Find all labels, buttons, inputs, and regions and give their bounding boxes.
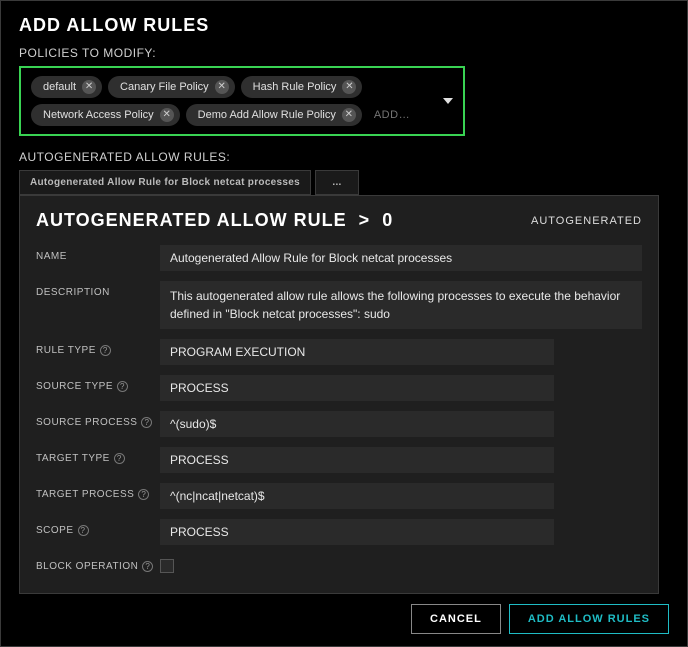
field-source-process: SOURCE PROCESS ? ^(sudo)$ bbox=[36, 411, 642, 437]
policy-chip[interactable]: Canary File Policy ✕ bbox=[108, 76, 235, 98]
field-label: RULE TYPE ? bbox=[36, 339, 160, 356]
dialog-title: ADD ALLOW RULES bbox=[19, 15, 669, 36]
help-icon[interactable]: ? bbox=[142, 561, 153, 572]
field-description: DESCRIPTION This autogenerated allow rul… bbox=[36, 281, 642, 329]
remove-chip-icon[interactable]: ✕ bbox=[342, 108, 356, 122]
policy-chip[interactable]: Network Access Policy ✕ bbox=[31, 104, 180, 126]
field-block-operation: BLOCK OPERATION ? bbox=[36, 555, 642, 573]
field-label: NAME bbox=[36, 245, 160, 262]
rule-title-separator: > bbox=[359, 210, 371, 230]
field-source-type: SOURCE TYPE ? PROCESS bbox=[36, 375, 642, 401]
field-value-target-type[interactable]: PROCESS bbox=[160, 447, 554, 473]
rule-title-index: 0 bbox=[382, 210, 393, 230]
policy-chip-label: Demo Add Allow Rule Policy bbox=[198, 109, 336, 121]
policy-chip[interactable]: Demo Add Allow Rule Policy ✕ bbox=[186, 104, 362, 126]
policy-chip[interactable]: Hash Rule Policy ✕ bbox=[241, 76, 363, 98]
rule-title: AUTOGENERATED ALLOW RULE > 0 bbox=[36, 210, 393, 231]
block-operation-checkbox[interactable] bbox=[160, 559, 174, 573]
help-icon[interactable]: ? bbox=[78, 525, 89, 536]
field-target-type: TARGET TYPE ? PROCESS bbox=[36, 447, 642, 473]
field-target-process: TARGET PROCESS ? ^(nc|ncat|netcat)$ bbox=[36, 483, 642, 509]
help-icon[interactable]: ? bbox=[114, 453, 125, 464]
field-value-source-type[interactable]: PROCESS bbox=[160, 375, 554, 401]
field-value-name[interactable]: Autogenerated Allow Rule for Block netca… bbox=[160, 245, 642, 271]
policy-chip-label: Hash Rule Policy bbox=[253, 81, 337, 93]
field-value-source-process[interactable]: ^(sudo)$ bbox=[160, 411, 554, 437]
policy-chip-label: default bbox=[43, 81, 76, 93]
remove-chip-icon[interactable]: ✕ bbox=[215, 80, 229, 94]
policies-multiselect[interactable]: default ✕ Canary File Policy ✕ Hash Rule… bbox=[19, 66, 465, 136]
field-name: NAME Autogenerated Allow Rule for Block … bbox=[36, 245, 642, 271]
remove-chip-icon[interactable]: ✕ bbox=[342, 80, 356, 94]
help-icon[interactable]: ? bbox=[117, 381, 128, 392]
dropdown-caret-icon[interactable] bbox=[443, 98, 453, 104]
rule-tabs: Autogenerated Allow Rule for Block netca… bbox=[19, 170, 669, 195]
rule-panel: AUTOGENERATED ALLOW RULE > 0 AUTOGENERAT… bbox=[19, 195, 659, 594]
rule-tab-overflow[interactable]: ... bbox=[315, 170, 359, 195]
policy-chip-label: Canary File Policy bbox=[120, 81, 209, 93]
field-label: SCOPE ? bbox=[36, 519, 160, 536]
field-label: BLOCK OPERATION ? bbox=[36, 555, 160, 572]
cancel-button[interactable]: CANCEL bbox=[411, 604, 501, 634]
help-icon[interactable]: ? bbox=[138, 489, 149, 500]
field-label: TARGET PROCESS ? bbox=[36, 483, 160, 500]
help-icon[interactable]: ? bbox=[100, 345, 111, 356]
policies-chips: default ✕ Canary File Policy ✕ Hash Rule… bbox=[31, 76, 421, 126]
field-scope: SCOPE ? PROCESS bbox=[36, 519, 642, 545]
remove-chip-icon[interactable]: ✕ bbox=[82, 80, 96, 94]
field-value-scope[interactable]: PROCESS bbox=[160, 519, 554, 545]
field-rule-type: RULE TYPE ? PROGRAM EXECUTION bbox=[36, 339, 642, 365]
field-label: TARGET TYPE ? bbox=[36, 447, 160, 464]
rule-header: AUTOGENERATED ALLOW RULE > 0 AUTOGENERAT… bbox=[36, 210, 642, 231]
field-label: SOURCE TYPE ? bbox=[36, 375, 160, 392]
remove-chip-icon[interactable]: ✕ bbox=[160, 108, 174, 122]
add-allow-rules-button[interactable]: ADD ALLOW RULES bbox=[509, 604, 669, 634]
rule-title-prefix: AUTOGENERATED ALLOW RULE bbox=[36, 210, 347, 230]
field-label: SOURCE PROCESS ? bbox=[36, 411, 160, 428]
autogenerated-badge: AUTOGENERATED bbox=[531, 215, 642, 227]
add-allow-rules-dialog: ADD ALLOW RULES POLICIES TO MODIFY: defa… bbox=[0, 0, 688, 647]
policy-chip[interactable]: default ✕ bbox=[31, 76, 102, 98]
policies-label: POLICIES TO MODIFY: bbox=[19, 46, 669, 60]
field-value-description[interactable]: This autogenerated allow rule allows the… bbox=[160, 281, 642, 329]
field-value-rule-type[interactable]: PROGRAM EXECUTION bbox=[160, 339, 554, 365]
autogen-label: AUTOGENERATED ALLOW RULES: bbox=[19, 150, 669, 164]
rule-tab[interactable]: Autogenerated Allow Rule for Block netca… bbox=[19, 170, 311, 195]
help-icon[interactable]: ? bbox=[141, 417, 152, 428]
field-value-target-process[interactable]: ^(nc|ncat|netcat)$ bbox=[160, 483, 554, 509]
policies-add-input[interactable] bbox=[368, 105, 418, 125]
field-label: DESCRIPTION bbox=[36, 281, 160, 298]
policy-chip-label: Network Access Policy bbox=[43, 109, 154, 121]
dialog-footer: CANCEL ADD ALLOW RULES bbox=[411, 604, 669, 634]
